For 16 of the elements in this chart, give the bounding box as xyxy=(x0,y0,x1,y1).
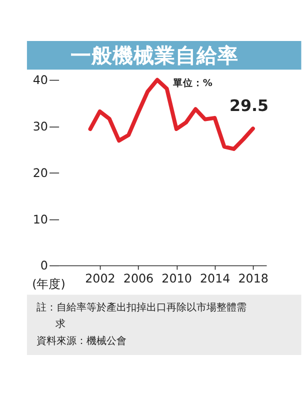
x-tick-label: 2006 xyxy=(123,271,154,286)
y-tick-label: 40 xyxy=(32,73,48,88)
y-tick-label: 30 xyxy=(32,120,48,134)
x-tick-label: 2002 xyxy=(85,271,116,286)
annotation: 單位：% xyxy=(172,77,213,90)
source-note: 資料來源：機械公會 xyxy=(36,334,126,347)
y-tick-label: 20 xyxy=(32,166,48,180)
text: 註：自給率等於產出扣掉出口再除以市場整體需求 xyxy=(36,302,246,330)
y-tick-label: 0 xyxy=(40,258,48,273)
x-axis-title: (年度) xyxy=(32,276,66,291)
chart-title: 一般機械業自給率 xyxy=(70,43,239,68)
x-tick-label: 2014 xyxy=(200,271,230,286)
x-tick-label: 2010 xyxy=(162,271,192,286)
y-tick-label: 10 xyxy=(32,212,48,226)
x-tick-label: 2018 xyxy=(238,271,268,286)
annotation: 29.5 xyxy=(229,96,269,116)
